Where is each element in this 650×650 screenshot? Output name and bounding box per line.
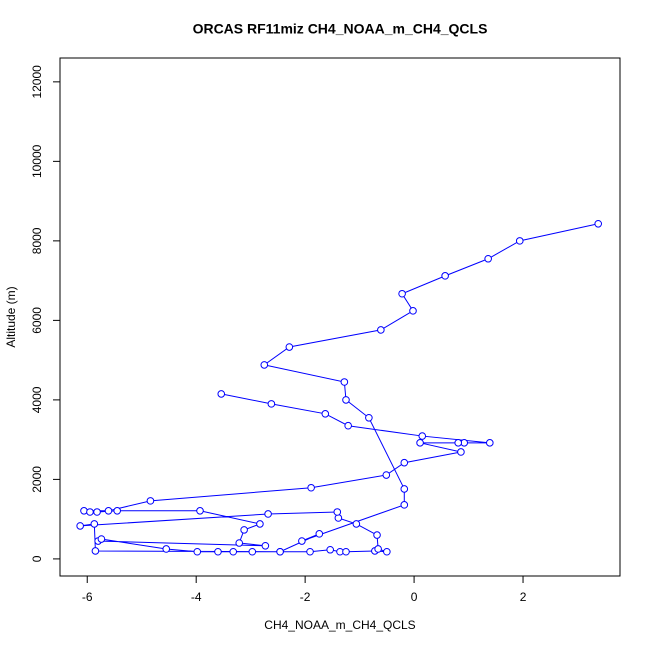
point	[383, 547, 391, 556]
point	[418, 432, 427, 440]
x-tick-label: 0	[411, 590, 418, 604]
point	[373, 531, 381, 539]
plot-frame	[59, 57, 621, 577]
point	[515, 237, 524, 245]
point	[340, 378, 349, 386]
point	[113, 507, 121, 515]
point	[365, 413, 373, 422]
point	[91, 547, 100, 555]
point	[86, 508, 94, 516]
point	[594, 219, 603, 228]
point	[307, 483, 315, 492]
point	[416, 439, 424, 447]
y-tick-label: 2000	[30, 466, 44, 493]
y-tick-label: 10000	[30, 144, 44, 178]
point	[382, 471, 391, 479]
x-tick-label: -4	[191, 590, 202, 604]
y-tick-label: 0	[30, 555, 44, 562]
point	[240, 526, 248, 534]
point	[400, 458, 409, 467]
x-tick-label: 2	[520, 590, 527, 604]
point	[344, 421, 352, 430]
point	[454, 439, 463, 447]
point	[398, 289, 406, 298]
point	[97, 535, 106, 543]
point	[261, 541, 270, 550]
point	[276, 547, 284, 556]
point	[486, 439, 494, 447]
point	[377, 326, 385, 334]
point	[352, 520, 361, 528]
point	[214, 547, 222, 556]
point	[285, 343, 294, 351]
point	[409, 307, 417, 315]
chart-title: ORCAS RF11miz CH4_NOAA_m_CH4_QCLS	[193, 21, 488, 37]
y-tick-label: 12000	[30, 65, 44, 99]
point	[193, 547, 202, 556]
point	[196, 507, 204, 515]
point	[298, 537, 306, 545]
point	[400, 501, 409, 509]
point	[441, 272, 449, 280]
point	[400, 485, 409, 493]
point	[342, 396, 350, 404]
x-axis-label: CH4_NOAA_m_CH4_QCLS	[264, 618, 415, 632]
point	[374, 545, 382, 553]
x-tick-label: -2	[300, 590, 311, 604]
y-axis-label: Altitude (m)	[4, 286, 18, 347]
point	[342, 547, 350, 556]
point	[333, 508, 342, 516]
point	[306, 547, 314, 556]
point	[76, 522, 84, 530]
series-line	[80, 223, 599, 553]
point	[264, 510, 272, 518]
y-tick-label: 6000	[30, 307, 44, 334]
point	[256, 520, 264, 528]
point	[162, 545, 171, 553]
point	[90, 520, 99, 528]
point	[146, 497, 155, 505]
point	[326, 545, 334, 554]
point	[80, 507, 88, 515]
x-tick-label: -6	[82, 590, 93, 604]
point	[334, 514, 343, 522]
point	[104, 507, 113, 515]
point	[248, 547, 257, 556]
point	[321, 410, 330, 418]
point	[229, 547, 238, 556]
point	[235, 539, 244, 547]
point	[93, 508, 101, 516]
y-tick-label: 4000	[30, 386, 44, 413]
point	[260, 361, 269, 369]
point	[217, 390, 226, 398]
point	[267, 400, 276, 408]
y-tick-label: 8000	[30, 227, 44, 254]
point	[315, 530, 324, 538]
point	[484, 254, 492, 263]
point	[457, 448, 465, 456]
